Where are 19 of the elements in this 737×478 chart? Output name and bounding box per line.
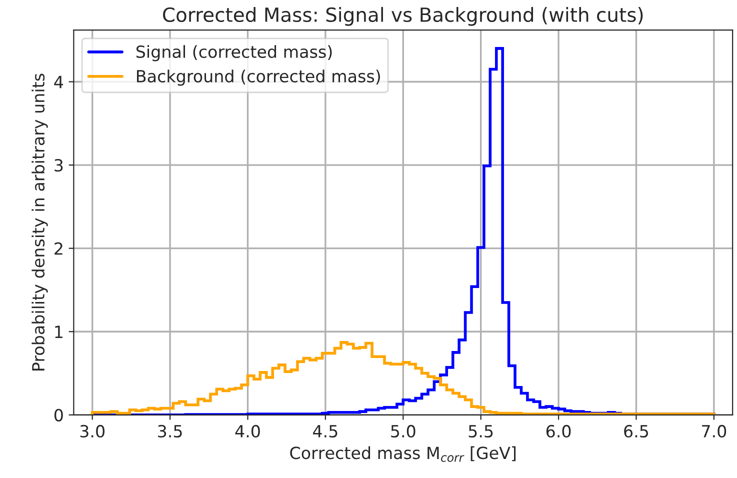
y-tick-label: 2 [54,242,62,255]
x-tick-label: 7.0 [702,424,726,438]
x-tick-label: 4.5 [313,425,338,438]
y-tick-label: 3 [54,159,63,172]
x-tick-label: 6.0 [546,424,571,438]
legend-label: Background (corrected mass) [137,70,380,86]
y-axis-title: Probability density in arbitrary units [32,74,48,370]
y-tick-label: 4 [54,76,64,88]
x-tick-label: 3.0 [80,424,104,438]
legend-label: Signal (corrected mass) [136,45,332,62]
y-tick-label: 1 [55,326,62,338]
y-tick-label: 0 [54,408,63,422]
x-tick-label: 6.5 [624,424,648,438]
x-tick-label: 4.0 [235,424,260,438]
x-tick-label: 5.5 [468,425,493,438]
x-tick-label: 5.0 [391,424,416,438]
x-tick-label: 3.5 [158,424,182,438]
x-axis-title: Corrected mass M$_{corr}$ [GeV] [290,446,516,462]
chart-title: Corrected Mass: Signal vs Background (with cuts) [163,7,643,26]
